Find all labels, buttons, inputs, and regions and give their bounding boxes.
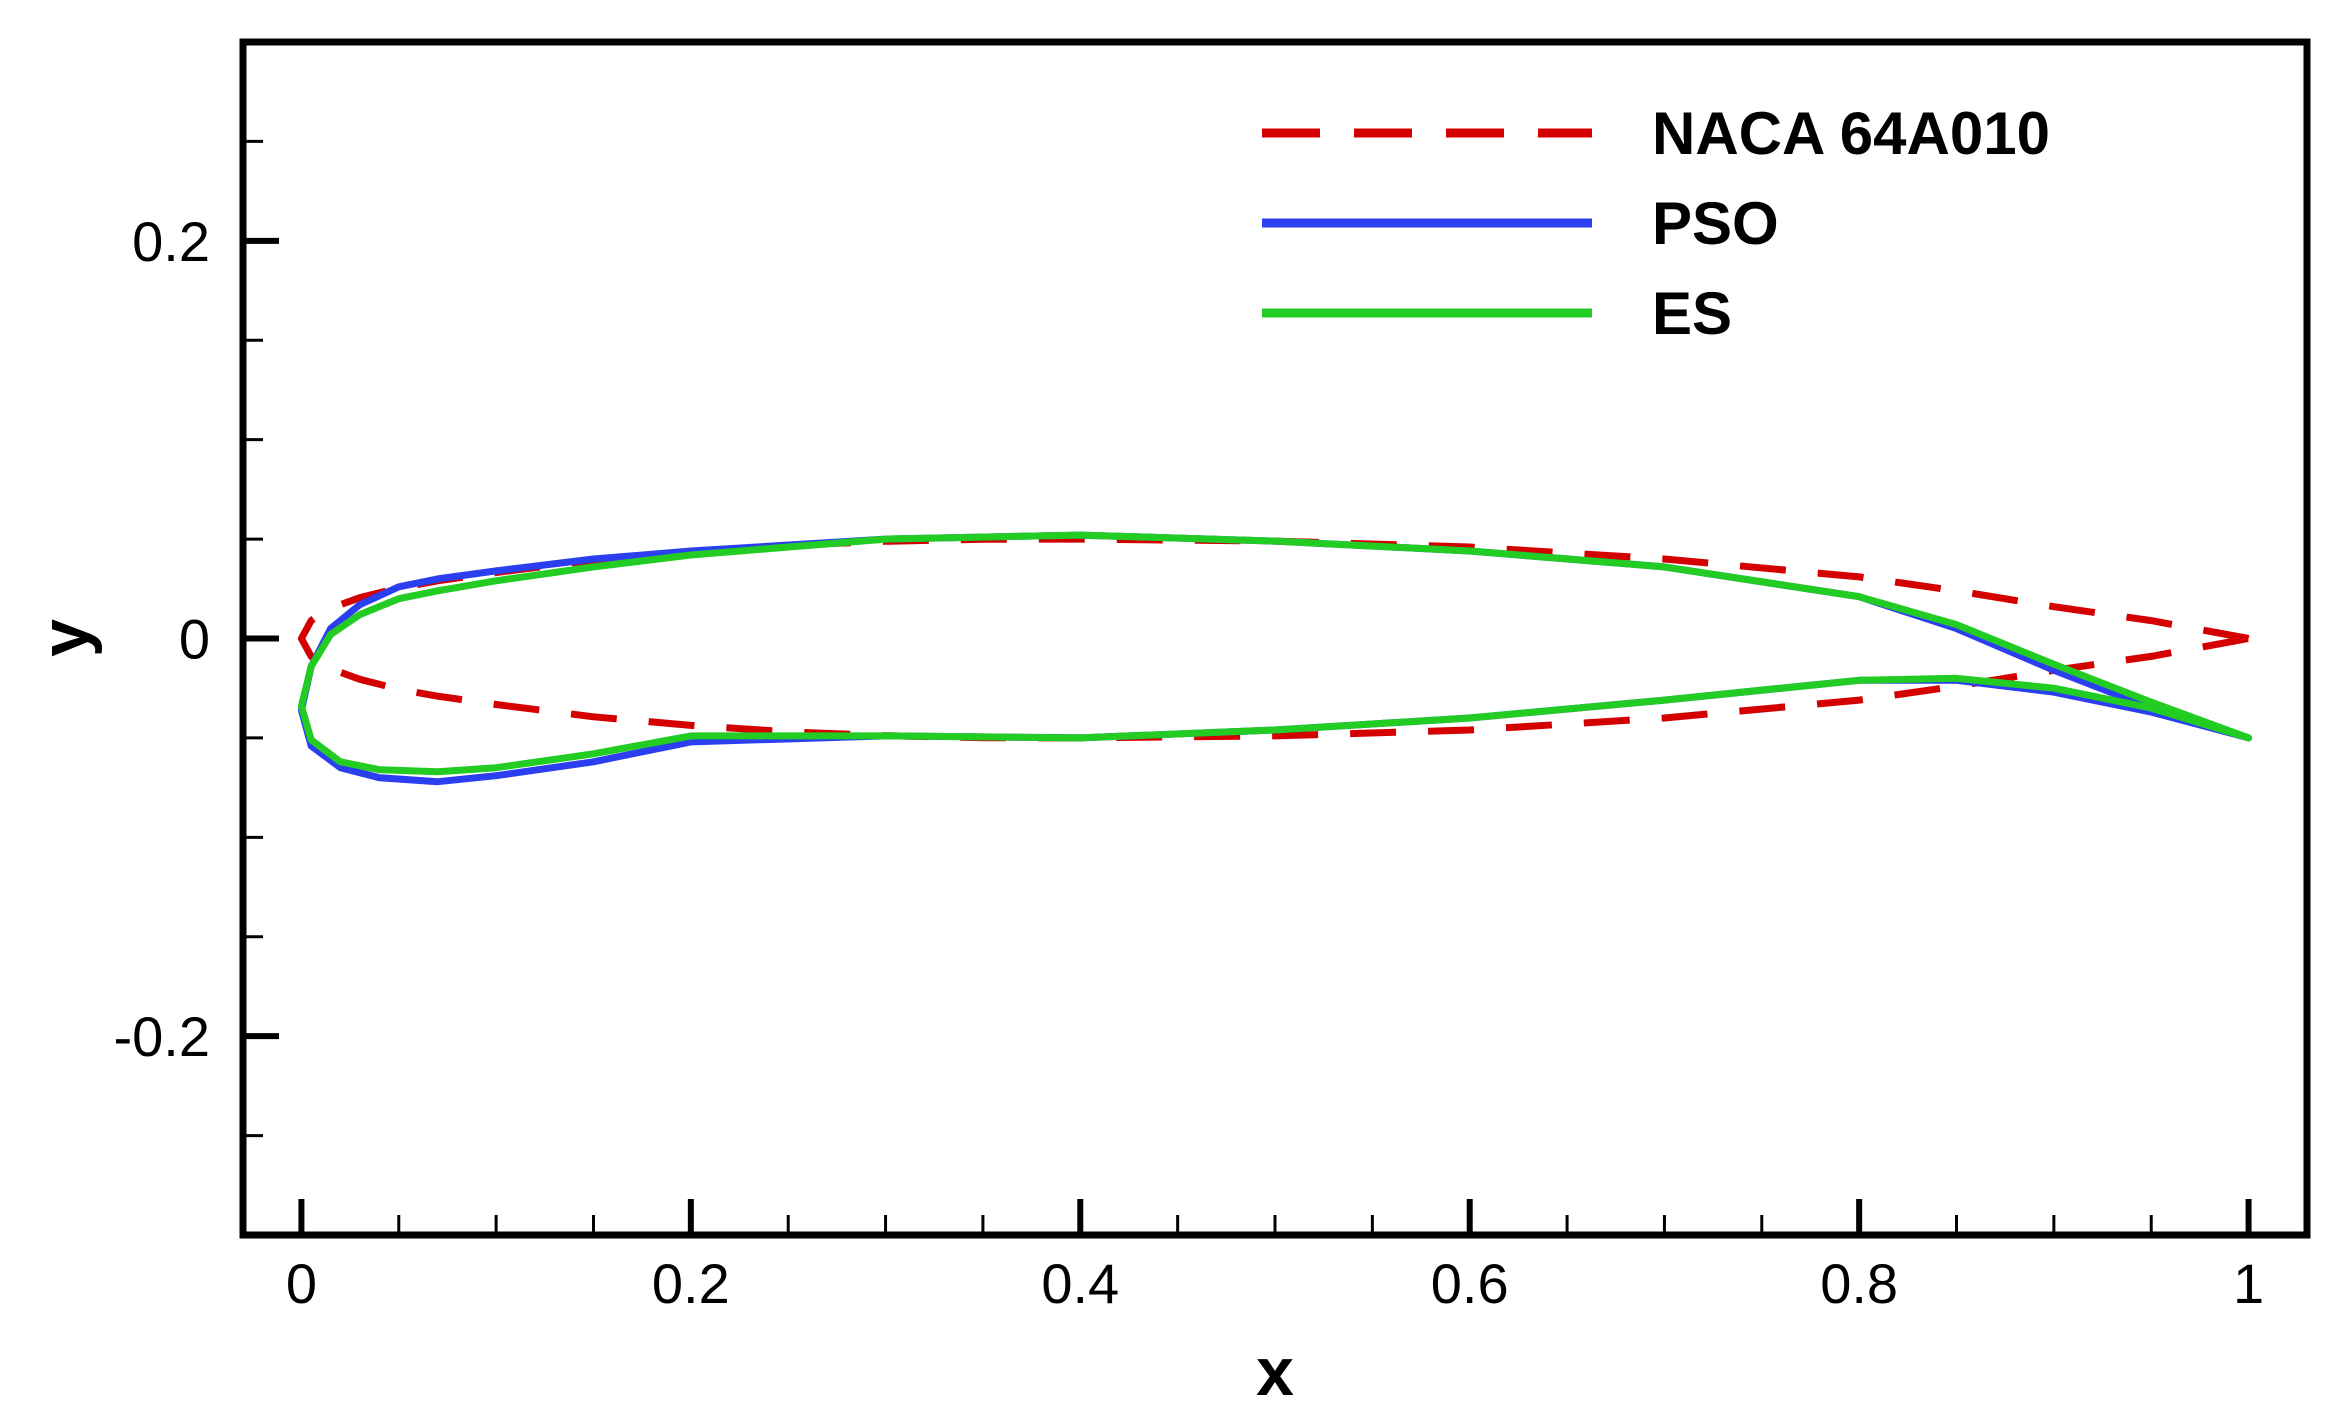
x-tick-label: 0.4 bbox=[1041, 1252, 1119, 1315]
series-line-es bbox=[297, 531, 2253, 776]
x-tick-label: 1 bbox=[2233, 1252, 2264, 1315]
x-axis-title: x bbox=[1256, 1334, 1294, 1410]
y-tick-label: 0.2 bbox=[132, 210, 210, 273]
legend-label: NACA 64A010 bbox=[1652, 100, 2050, 167]
x-tick-label: 0.8 bbox=[1820, 1252, 1898, 1315]
y-tick-label: -0.2 bbox=[114, 1005, 211, 1068]
legend-label: ES bbox=[1652, 280, 1732, 347]
y-tick-label: 0 bbox=[179, 608, 210, 671]
x-tick-label: 0 bbox=[286, 1252, 317, 1315]
x-tick-label: 0.2 bbox=[652, 1252, 730, 1315]
series-layer bbox=[297, 531, 2253, 786]
ticks-layer bbox=[243, 139, 2252, 1235]
legend-label: PSO bbox=[1652, 190, 1779, 257]
legend: NACA 64A010 PSO ES bbox=[1262, 100, 2050, 347]
tick-labels: 0 0.2 0.4 0.6 0.8 1 -0.2 0 0.2 bbox=[114, 210, 2265, 1315]
y-axis-title: y bbox=[27, 619, 103, 657]
x-tick-label: 0.6 bbox=[1431, 1252, 1509, 1315]
